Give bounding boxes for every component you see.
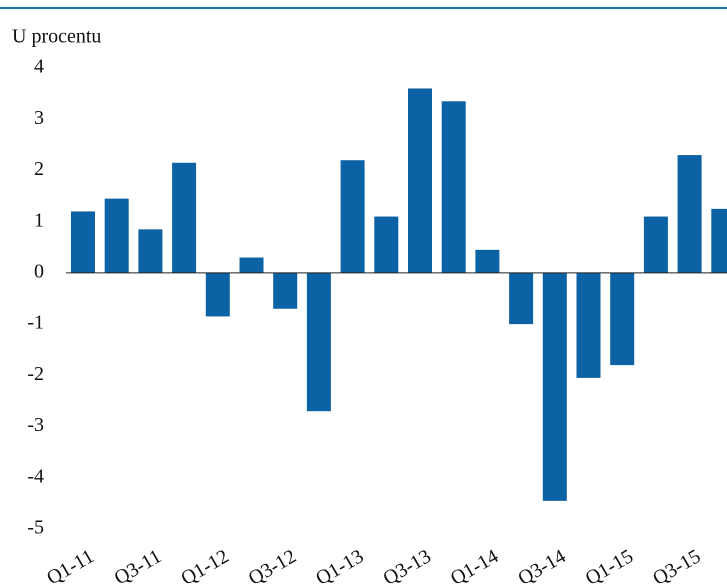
bar xyxy=(374,216,399,273)
bar xyxy=(542,272,567,501)
x-tick-label: Q1-13 xyxy=(312,545,367,584)
bar xyxy=(239,257,264,273)
bar xyxy=(71,211,95,273)
y-tick-label: 2 xyxy=(34,158,44,180)
bar xyxy=(509,272,534,325)
bar xyxy=(475,249,500,273)
x-tick-label: Q3-13 xyxy=(380,545,435,584)
x-tick-label: Q3-15 xyxy=(649,545,704,584)
y-tick-label: 3 xyxy=(34,107,44,129)
bar xyxy=(104,198,129,273)
x-tick-label: Q1-11 xyxy=(43,545,98,584)
bar xyxy=(205,272,230,317)
y-tick-label: -4 xyxy=(27,465,44,487)
x-tick-label: Q3-11 xyxy=(111,545,166,584)
x-tick-label: Q1-15 xyxy=(582,545,637,584)
bar xyxy=(711,208,727,273)
y-tick-label: 1 xyxy=(34,209,44,231)
x-tick-label: Q3-14 xyxy=(514,545,569,584)
y-axis-label: U procentu xyxy=(12,26,101,48)
bar xyxy=(610,272,635,366)
x-tick-label: Q1-12 xyxy=(177,545,232,584)
y-tick-label: -3 xyxy=(27,414,44,436)
x-tick-label: Q1-14 xyxy=(447,545,502,584)
bar xyxy=(138,229,163,273)
y-tick-label: 0 xyxy=(34,260,44,282)
y-tick-label: -2 xyxy=(27,363,44,385)
bar xyxy=(172,162,197,273)
bar xyxy=(643,216,668,273)
bar xyxy=(408,88,432,273)
bar xyxy=(441,101,466,273)
y-tick-label: 4 xyxy=(34,56,44,78)
y-tick-label: -1 xyxy=(27,312,44,334)
bar xyxy=(273,272,298,309)
y-tick-label: -5 xyxy=(27,517,44,539)
bar xyxy=(677,155,702,273)
bar xyxy=(340,160,365,273)
bar xyxy=(576,272,601,378)
bar xyxy=(306,272,331,412)
x-tick-label: Q3-12 xyxy=(245,545,300,584)
